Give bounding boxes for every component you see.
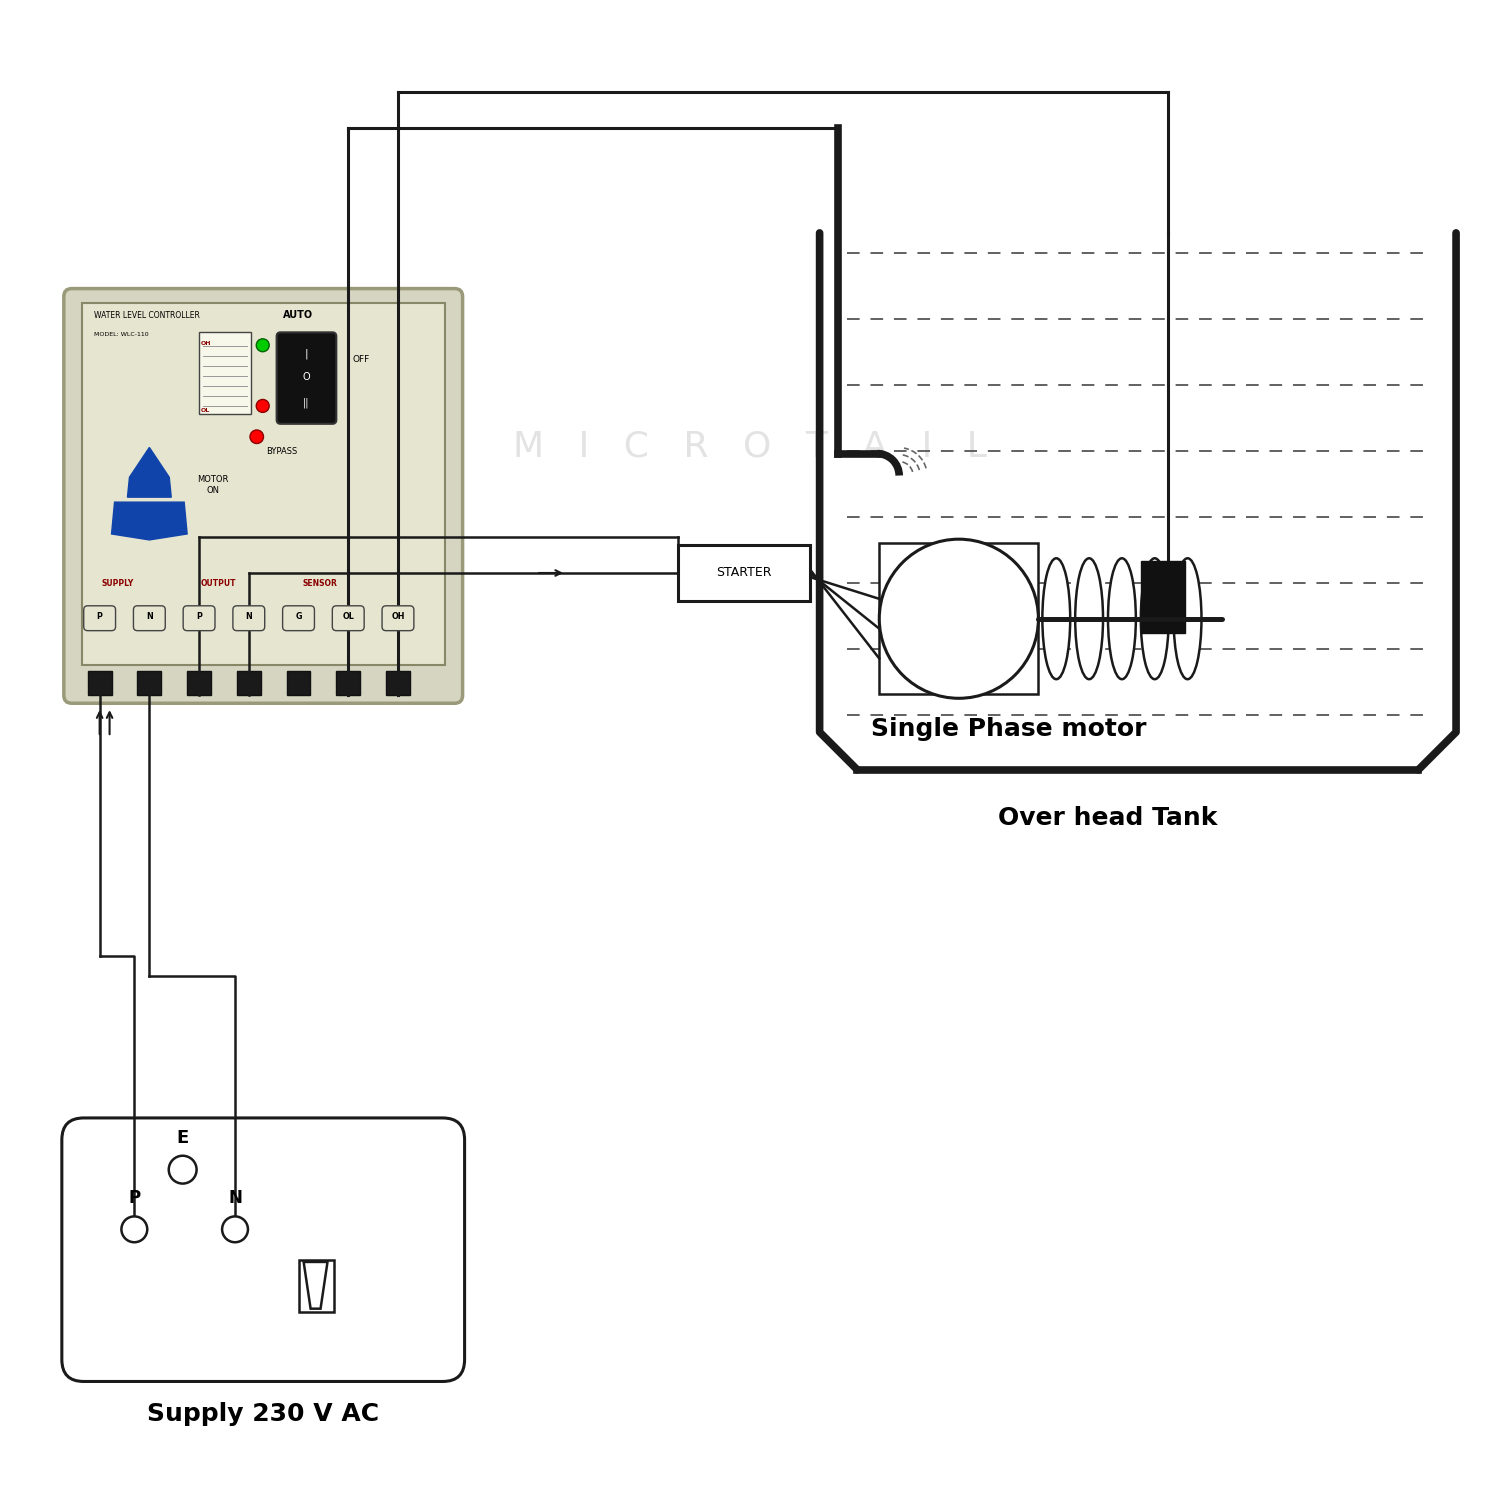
Ellipse shape xyxy=(1108,558,1136,680)
Text: ||: || xyxy=(303,398,309,408)
Bar xyxy=(188,672,211,696)
Bar xyxy=(386,672,410,696)
Text: P: P xyxy=(96,612,102,621)
Text: OFF: OFF xyxy=(352,356,369,364)
Polygon shape xyxy=(128,447,171,497)
Text: E: E xyxy=(177,1130,189,1148)
Text: OL: OL xyxy=(201,408,210,413)
Bar xyxy=(298,1260,334,1311)
Text: OL: OL xyxy=(342,612,354,621)
Text: M   I   C   R   O   T   A   I   L: M I C R O T A I L xyxy=(513,429,987,464)
Ellipse shape xyxy=(1076,558,1102,680)
Text: Single Phase motor: Single Phase motor xyxy=(871,717,1146,741)
Text: |: | xyxy=(304,348,309,358)
Bar xyxy=(286,672,310,696)
Bar xyxy=(138,672,162,696)
Bar xyxy=(200,333,250,414)
Text: P: P xyxy=(129,1190,141,1208)
Text: G: G xyxy=(296,612,302,621)
Polygon shape xyxy=(303,1262,327,1308)
Bar xyxy=(879,543,1038,694)
Bar xyxy=(87,672,111,696)
FancyBboxPatch shape xyxy=(232,606,264,630)
Text: OH: OH xyxy=(392,612,405,621)
FancyBboxPatch shape xyxy=(276,333,336,424)
Ellipse shape xyxy=(1142,558,1168,680)
Circle shape xyxy=(879,538,1038,699)
FancyBboxPatch shape xyxy=(282,606,315,630)
Circle shape xyxy=(256,399,268,412)
FancyBboxPatch shape xyxy=(134,606,165,630)
Text: N: N xyxy=(228,1190,242,1208)
Text: MODEL: WLC-110: MODEL: WLC-110 xyxy=(93,333,148,338)
Text: Supply 230 V AC: Supply 230 V AC xyxy=(147,1402,380,1426)
FancyBboxPatch shape xyxy=(84,606,116,630)
Text: Over head Tank: Over head Tank xyxy=(999,806,1218,830)
Text: MOTOR
ON: MOTOR ON xyxy=(198,476,228,495)
Text: N: N xyxy=(246,612,252,621)
Circle shape xyxy=(168,1155,196,1184)
FancyBboxPatch shape xyxy=(333,606,364,630)
Bar xyxy=(1142,561,1185,633)
Bar xyxy=(336,672,360,696)
Polygon shape xyxy=(111,503,188,540)
FancyBboxPatch shape xyxy=(382,606,414,630)
Text: N: N xyxy=(146,612,153,621)
Circle shape xyxy=(251,430,264,444)
Bar xyxy=(237,672,261,696)
Text: STARTER: STARTER xyxy=(717,567,772,579)
Text: WATER LEVEL CONTROLLER: WATER LEVEL CONTROLLER xyxy=(93,312,200,321)
Circle shape xyxy=(256,339,268,351)
Ellipse shape xyxy=(1173,558,1202,680)
Text: OH: OH xyxy=(201,342,211,346)
Text: SUPPLY: SUPPLY xyxy=(102,579,134,588)
Circle shape xyxy=(122,1216,147,1242)
Circle shape xyxy=(222,1216,248,1242)
Bar xyxy=(81,303,444,666)
Bar xyxy=(678,544,810,602)
Text: OUTPUT: OUTPUT xyxy=(201,579,237,588)
Text: SENSOR: SENSOR xyxy=(303,579,338,588)
FancyBboxPatch shape xyxy=(62,1118,465,1382)
Ellipse shape xyxy=(1042,558,1070,680)
Text: AUTO: AUTO xyxy=(282,310,312,321)
FancyBboxPatch shape xyxy=(64,288,462,704)
Text: P: P xyxy=(196,612,202,621)
Text: O: O xyxy=(303,372,310,382)
FancyBboxPatch shape xyxy=(183,606,214,630)
Text: BYPASS: BYPASS xyxy=(266,447,297,456)
